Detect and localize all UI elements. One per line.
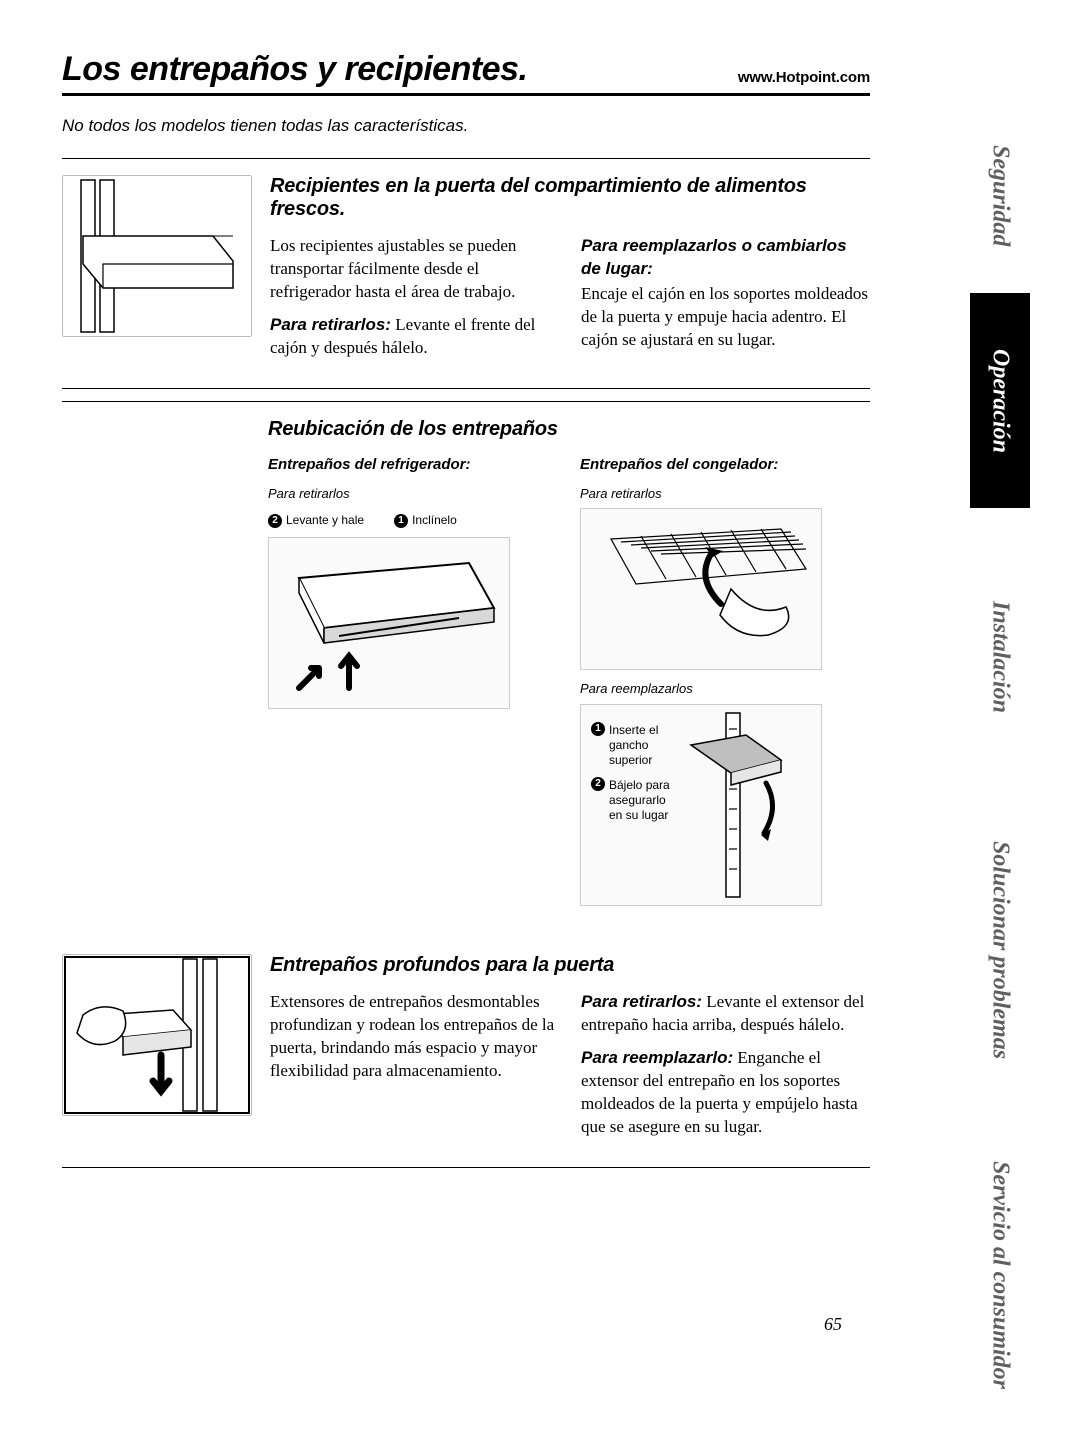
deep-door-replace: Para reemplazarlo: Enganche el extensor …: [581, 1047, 870, 1139]
side-tab-instalación: Instalación: [970, 550, 1030, 765]
section-shelves-title: Reubicación de los entrepaños: [268, 418, 870, 441]
side-tab-label: Solucionar problemas: [987, 841, 1014, 1059]
side-tab-label: Operación: [987, 349, 1014, 453]
side-tab-seguridad: Seguridad: [970, 98, 1030, 293]
step-lift-pull: Levante y hale: [286, 512, 364, 528]
site-url: www.Hotpoint.com: [738, 69, 870, 86]
section-door-bins-title: Recipientes en la puerta del compartimie…: [270, 175, 870, 221]
door-bins-desc: Los recipientes ajustables se pueden tra…: [270, 235, 559, 304]
freezer-shelf-remove-diagram: [580, 508, 822, 670]
side-tab-operación: Operación: [970, 293, 1030, 508]
section-deep-door-shelves: Entrepaños profundos para la puerta Exte…: [62, 938, 870, 1168]
fridge-steps-row: 2 Levante y hale 1 Inclínelo: [268, 508, 558, 531]
door-bins-remove: Para retirarlos: Levante el frente del c…: [270, 314, 559, 360]
side-tab-label: Seguridad: [987, 145, 1014, 246]
door-bin-illustration: [62, 175, 252, 337]
side-tab-label: Servicio al consumidor: [987, 1161, 1014, 1389]
freezer-remove-caption: Para retirarlos: [580, 485, 870, 503]
step-insert-hook: Inserte el gancho superior: [609, 723, 679, 768]
step-lower: Bájelo para asegurarlo en su lugar: [609, 778, 679, 823]
freezer-shelves-label: Entrepaños del congelador:: [580, 455, 870, 475]
fridge-shelf-diagram: [268, 537, 510, 709]
side-tab-servicio-al-consumidor: Servicio al consumidor: [970, 1110, 1030, 1440]
fridge-remove-caption: Para retirarlos: [268, 485, 558, 503]
freezer-shelf-replace-diagram: 1 Inserte el gancho superior 2 Bájelo para…: [580, 704, 822, 906]
page-title: Los entrepaños y recipientes.: [62, 50, 527, 89]
step-num-2b: 2: [591, 777, 605, 791]
step-tilt: Inclínelo: [412, 512, 457, 528]
page-subtitle: No todos los modelos tienen todas las ca…: [62, 116, 870, 136]
side-tab-label: Instalación: [987, 601, 1014, 713]
section-door-bins: Recipientes en la puerta del compartimie…: [62, 158, 870, 389]
deep-door-remove: Para retirarlos: Levante el extensor del…: [581, 991, 870, 1037]
fridge-shelves-label: Entrepaños del refrigerador:: [268, 455, 558, 475]
door-bins-replace: Para reemplazarlos o cambiarlos de lugar…: [581, 235, 870, 352]
step-num-1b: 1: [591, 722, 605, 736]
page-number: 65: [824, 1314, 842, 1335]
section-shelves: Reubicación de los entrepaños Entrepaños…: [62, 401, 870, 934]
freezer-replace-caption: Para reemplazarlos: [580, 680, 870, 698]
step-num-2: 2: [268, 514, 282, 528]
section-deep-door-title: Entrepaños profundos para la puerta: [270, 954, 870, 977]
deep-door-desc: Extensores de entrepaños desmontables pr…: [270, 991, 559, 1083]
side-tab-solucionar-problemas: Solucionar problemas: [970, 790, 1030, 1110]
side-tabs: Seguridad Operación Instalación Solucionar …: [890, 50, 1030, 1357]
step-num-1: 1: [394, 514, 408, 528]
deep-door-shelves-illustration: [62, 954, 252, 1116]
page-header: Los entrepaños y recipientes. www.Hotpoi…: [62, 50, 870, 96]
